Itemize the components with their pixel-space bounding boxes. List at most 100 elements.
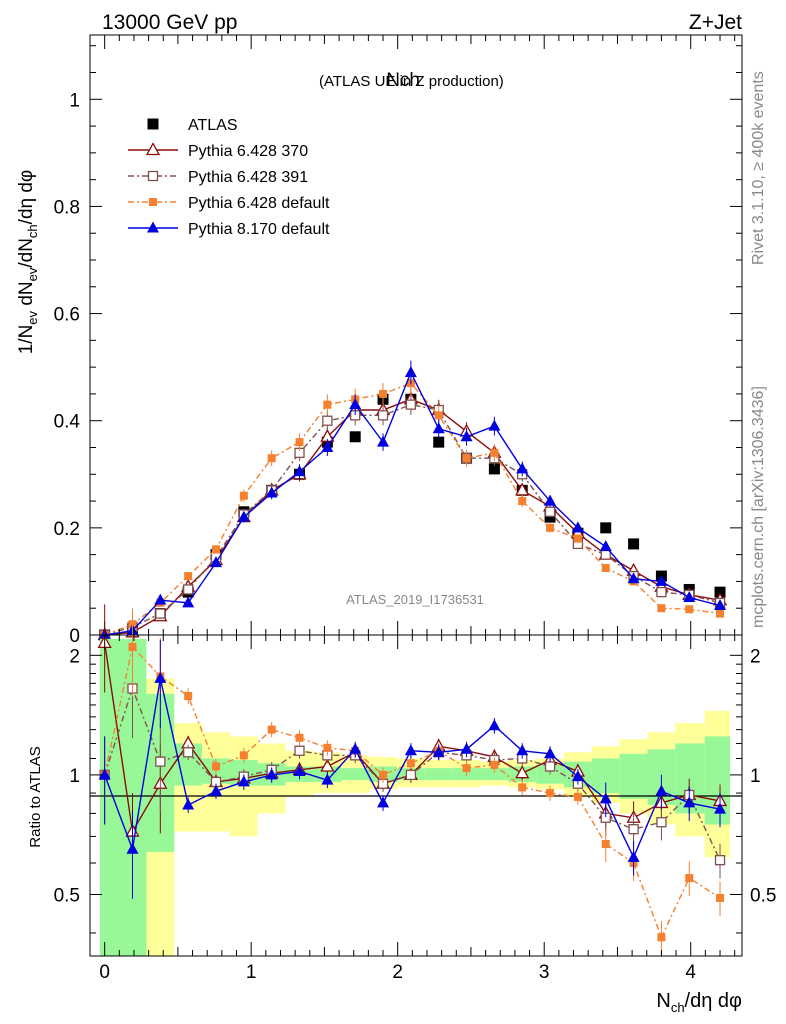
point-data [628,538,640,550]
ratio-band-1sigma [100,638,119,956]
point-p8 [599,540,612,552]
ratio-point-p8 [182,798,195,810]
main-y-tick-label: 0.2 [54,519,80,540]
ratio-point-p8 [126,842,139,854]
point-pdef [518,497,527,506]
point-p8 [404,366,417,377]
main-y-axis: 0 0.2 0.4 0.6 0.8 1 [54,45,742,647]
legend-entry-p8: Pythia 8.170 default [128,221,330,238]
point-pdef [657,604,666,613]
ratio-y-tick-label-right: 0.5 [750,885,776,906]
ratio-point-pdef [685,874,694,883]
ratio-y-tick-label-right: 2 [750,646,761,667]
point-data [488,463,500,475]
ratio-point-p8 [571,770,584,782]
ratio-point-p391 [405,769,417,781]
ratio-point-p8 [321,773,334,785]
ratio-point-p8 [516,744,529,756]
point-pdef [546,523,555,532]
point-p391 [656,586,667,598]
point-p370 [515,482,530,496]
x-tick-label: 2 [392,962,403,983]
point-pdef [212,545,221,554]
point-p8 [432,422,445,434]
x-axis-label: Nch/dη dφ [656,990,742,1015]
legend-entry-p391: Pythia 6.428 391 [128,169,308,186]
point-p391 [322,415,333,426]
ratio-point-p8 [655,784,668,796]
ratio-band-1sigma [619,753,648,799]
ratio-line-pdef [103,645,721,940]
point-pdef [462,454,471,463]
point-p391 [155,608,166,619]
point-p8 [321,441,334,452]
x-axis: 0 1 2 3 4 [89,635,736,983]
point-p391 [544,506,556,517]
legend-entry-pdef: Pythia 6.428 default [128,195,330,212]
x-tick-label: 4 [685,962,696,983]
ratio-point-p8 [544,747,557,759]
ratio-y-axis: 0.5 0.5 1 1 2 2 [54,646,776,934]
main-y-tick-label: 0.8 [54,197,80,218]
ratio-point-pdef [573,792,582,801]
point-p8 [627,572,640,584]
point-pdef [685,605,694,614]
ratio-point-p391 [544,761,556,772]
point-data [349,431,361,443]
main-x-ticks [89,35,736,635]
legend-marker [147,170,159,182]
point-p8 [571,521,584,533]
point-p8 [488,419,501,431]
point-p8 [237,510,250,522]
point-pdef [434,411,443,420]
point-p8 [349,398,362,410]
point-p8 [516,462,529,474]
ratio-line-p391 [103,686,721,861]
ratio-point-pdef [406,759,415,768]
legend-label: Pythia 6.428 370 [188,143,308,160]
ratio-point-p8 [377,796,390,808]
ratio-point-p391 [155,756,166,767]
point-pdef [490,448,499,457]
ratio-y-tick-label: 0.5 [54,885,80,906]
x-tick-label: 0 [99,962,110,983]
ratio-point-pdef [462,764,471,773]
point-p8 [655,574,668,586]
ratio-point-p391 [656,817,667,828]
point-p8 [377,435,390,447]
point-pdef [379,389,388,398]
analysis-watermark: ATLAS_2019_I1736531 [346,592,484,607]
ratio-point-p8 [432,745,445,757]
point-p8 [460,430,473,442]
main-y-tick-label: 0 [69,626,80,647]
header-process-label: Z+Jet [689,11,742,34]
ratio-point-pdef [239,751,248,760]
ratio-point-pdef [323,743,332,752]
ratio-point-pdef [546,789,555,798]
ratio-band-1sigma [341,768,370,781]
ratio-point-pdef [184,691,193,700]
point-pdef [601,564,610,573]
ratio-point-p8 [714,802,727,814]
point-p391 [183,584,194,595]
ratio-point-p8 [265,768,278,780]
main-y-tick-label: 1 [69,90,80,111]
ratio-point-p391 [294,745,305,756]
ratio-point-pdef [518,783,527,792]
legend-label: Pythia 6.428 default [188,195,330,212]
point-p8 [154,593,167,605]
ratio-point-p391 [628,824,639,835]
series-p8 [98,360,727,640]
point-pdef [239,491,248,500]
point-p8 [544,494,557,506]
ratio-point-p8 [349,742,362,754]
plot-title-sub: (ATLAS UE in Z production) [319,73,504,90]
point-data [433,436,445,448]
point-p8 [683,591,696,602]
header-energy-label: 13000 GeV pp [102,11,237,34]
ratio-point-p8 [237,775,250,787]
ratio-point-p8 [293,764,306,776]
legend-marker [145,142,161,156]
main-y-tick-label: 0.6 [54,305,80,326]
